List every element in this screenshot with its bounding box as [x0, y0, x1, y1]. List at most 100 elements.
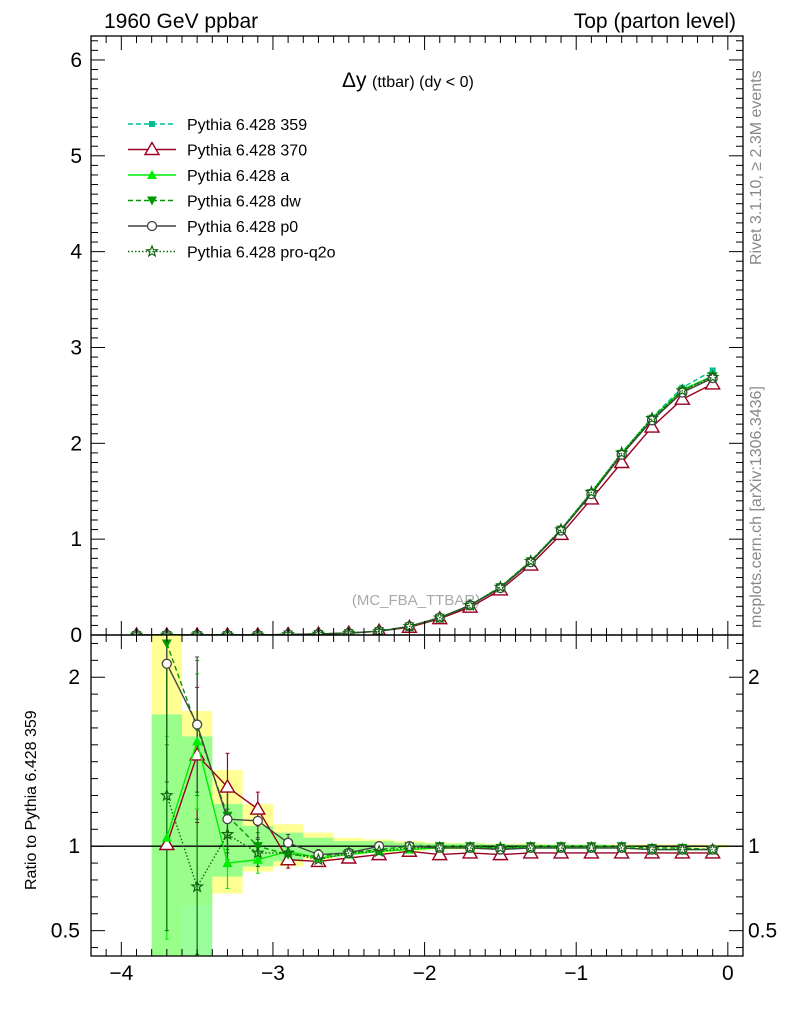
- ratio-series-line: [166, 795, 713, 889]
- ratio-point: [614, 840, 629, 854]
- legend-entry: Pythia 6.428 p0: [128, 219, 298, 236]
- ratio-point: [431, 846, 448, 861]
- ratio-point: [252, 854, 263, 864]
- ratio-point: [220, 827, 235, 841]
- legend-marker: [147, 170, 157, 179]
- series-line: [136, 376, 713, 635]
- legend-entry: Pythia 6.428 370: [128, 141, 307, 160]
- ratio-point: [432, 840, 447, 854]
- ratio-point: [190, 879, 205, 893]
- ratio-point: [493, 840, 508, 854]
- data-point: [674, 390, 691, 405]
- data-point: [129, 627, 144, 635]
- data-point: [281, 627, 295, 635]
- data-point: [643, 418, 661, 433]
- main-ytick-label: 1: [70, 528, 82, 551]
- main-ytick-label: 2: [70, 432, 82, 455]
- main-ytick-label: 0: [70, 624, 82, 647]
- ratio-point: [311, 852, 326, 866]
- data-point: [463, 598, 477, 612]
- ratio-point: [372, 844, 386, 858]
- ratio-point: [161, 658, 172, 669]
- data-point: [250, 627, 265, 635]
- ratio-point: [584, 840, 599, 854]
- data-point: [614, 445, 629, 459]
- ratio-point: [341, 845, 356, 859]
- xtick-label: −1: [564, 962, 588, 985]
- legend-marker: [147, 196, 157, 206]
- ratio-point: [675, 842, 690, 856]
- rivet-label: Rivet 3.1.10, ≥ 2.3M events: [748, 70, 765, 265]
- ratio-point: [402, 840, 417, 854]
- legend-entry: Pythia 6.428 dw: [128, 194, 301, 211]
- ratio-ytick-label: 2: [68, 666, 80, 689]
- ratio-point: [219, 778, 236, 793]
- legend-label: Pythia 6.428 p0: [187, 219, 298, 236]
- ratio-point: [222, 858, 233, 868]
- ratio-point: [191, 719, 203, 730]
- data-point: [613, 454, 630, 469]
- ratio-point: [192, 736, 203, 746]
- data-point: [675, 383, 690, 397]
- legend-marker: [149, 121, 155, 127]
- legend-entry: Pythia 6.428 pro-q2o: [128, 244, 336, 262]
- data-point: [523, 553, 538, 568]
- ratio-ytick-label-right: 2: [748, 666, 760, 689]
- data-point: [220, 627, 235, 635]
- ratio-point: [222, 814, 233, 825]
- legend-marker: [145, 244, 159, 258]
- legend: Pythia 6.428 359 Pythia 6.428 370 Pythia 6…: [128, 117, 336, 262]
- ratio-point: [249, 800, 267, 815]
- data-point: [311, 626, 326, 635]
- data-point: [645, 411, 659, 425]
- ratio-data: [91, 635, 743, 956]
- main-ytick-label: 3: [70, 336, 82, 359]
- ratio-point: [158, 836, 176, 851]
- data-point: [341, 625, 356, 635]
- legend-label: Pythia 6.428 370: [187, 143, 307, 160]
- main-ytick-label: 6: [70, 49, 82, 72]
- ratio-point: [523, 840, 538, 854]
- main-ytick-label: 5: [70, 145, 82, 168]
- ratio-point: [161, 832, 172, 842]
- ratio-ytick-label-right: 0.5: [748, 920, 777, 943]
- legend-entry: Pythia 6.428 a: [128, 168, 289, 185]
- main-title-symbol: Δy: [342, 69, 367, 92]
- ratio-point: [159, 788, 174, 802]
- data-point: [705, 369, 720, 383]
- ratio-point: [463, 840, 477, 854]
- main-ytick-label: 4: [70, 241, 82, 264]
- header-right: Top (parton level): [574, 10, 736, 33]
- main-title: Δy (ttbar) (dy < 0): [342, 69, 474, 92]
- legend-marker: [146, 220, 158, 232]
- ratio-point: [645, 842, 659, 856]
- data-point: [190, 627, 205, 635]
- xtick-label: −2: [413, 962, 437, 985]
- ratio-ytick-label: 0.5: [51, 920, 80, 943]
- data-point: [159, 627, 174, 635]
- xtick-label: −4: [109, 962, 133, 985]
- main-title-sub: (ttbar) (dy < 0): [372, 74, 474, 91]
- ratio-point: [705, 842, 720, 856]
- data-point: [554, 522, 568, 536]
- ratio-ylabel: Ratio to Pythia 6.428 359: [23, 710, 40, 890]
- ratio-point: [554, 840, 568, 854]
- legend-label: Pythia 6.428 a: [187, 168, 289, 185]
- watermark-label: (MC_FBA_TTBAR): [352, 592, 480, 609]
- legend-label: Pythia 6.428 dw: [187, 194, 301, 211]
- xtick-label: −3: [261, 962, 285, 985]
- header-left: 1960 GeV ppbar: [104, 10, 258, 33]
- data-point: [584, 484, 599, 498]
- legend-entry: Pythia 6.428 359: [128, 117, 307, 134]
- ratio-point: [161, 639, 172, 649]
- ratio-ytick-label-right: 1: [748, 835, 760, 858]
- xtick-label: 0: [722, 962, 734, 985]
- legend-label: Pythia 6.428 359: [187, 117, 307, 134]
- data-point: [432, 610, 447, 624]
- ratio-point: [281, 845, 295, 859]
- ratio-point: [252, 815, 263, 826]
- legend-label: Pythia 6.428 pro-q2o: [187, 245, 336, 262]
- legend-marker: [143, 141, 161, 156]
